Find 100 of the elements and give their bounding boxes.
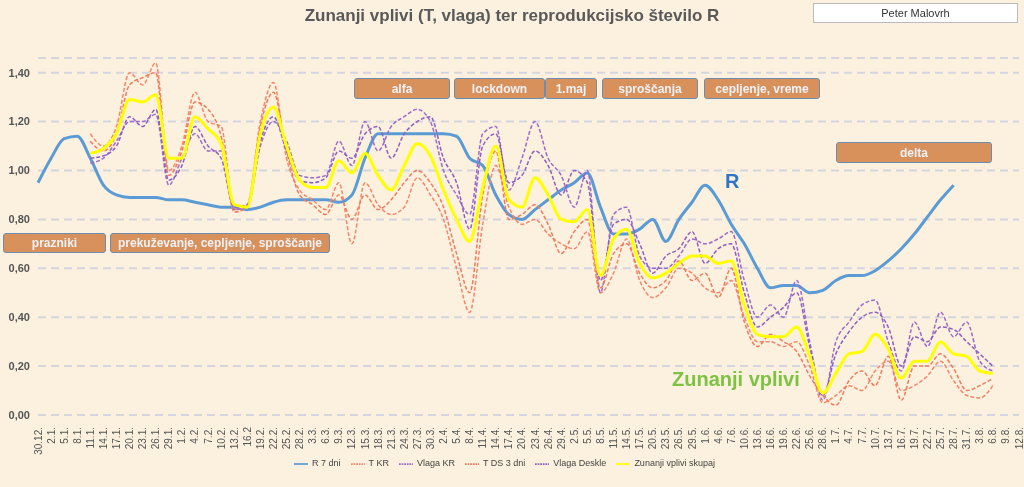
x-tick-label: 2.1. [45, 427, 57, 444]
x-tick-label: 30.12. [32, 427, 44, 455]
x-tick-label: 1.7. [830, 427, 842, 444]
legend-label: Vlaga KR [416, 458, 455, 469]
x-tick-label: 29.1. [163, 427, 175, 450]
y-tick-label: 1,00 [8, 164, 30, 177]
x-tick-label: 11.1. [84, 427, 96, 449]
x-tick-label: 17.5. [634, 427, 646, 450]
x-tick-label: 23.5. [660, 427, 672, 450]
x-tick-label: 8.5. [594, 427, 606, 444]
y-tick-label: 0,40 [8, 311, 30, 324]
x-tick-label: 19.2. [254, 427, 266, 450]
annotation: R [725, 170, 740, 192]
y-tick-label: 0,60 [8, 262, 30, 275]
x-tick-label: 19.7. [908, 427, 920, 450]
y-tick-label: 0,20 [8, 360, 30, 372]
x-tick-label: 8.4. [464, 427, 476, 444]
x-tick-label: 27.3. [411, 427, 423, 450]
label-box: prekuževanje, cepljenje, sproščanje [110, 233, 330, 253]
x-tick-label: 11.5. [608, 427, 620, 449]
x-tick-label: 20.5. [647, 427, 659, 450]
x-tick-label: 14.5. [621, 427, 633, 450]
x-tick-label: 26.1. [150, 427, 162, 450]
x-tick-label: 23.1. [137, 427, 149, 450]
x-tick-label: 10.2. [215, 427, 227, 450]
x-tick-label: 2.4. [437, 427, 449, 444]
x-tick-label: 16.7. [895, 427, 907, 450]
x-tick-label: 28.2. [294, 427, 306, 450]
chart-title: Zunanji vplivi (T, vlaga) ter reprodukcijsko število R [304, 6, 720, 25]
label-box: prazniki [3, 233, 106, 253]
x-tick-label: 11.4. [477, 427, 489, 449]
legend-label: T DS 3 dni [482, 458, 526, 469]
x-tick-label: 14.1. [97, 427, 109, 450]
legend-label: Vlaga Deskle [553, 458, 607, 469]
x-tick-label: 13.2. [228, 427, 240, 450]
x-tick-label: 26.5. [673, 427, 685, 450]
y-tick-label: 1,40 [8, 66, 30, 79]
x-tick-label: 7.7. [856, 427, 868, 444]
x-tick-label: 6.8. [987, 427, 999, 444]
x-tick-label: 16.6. [764, 427, 776, 450]
x-tick-label: 24.3. [398, 427, 410, 450]
x-tick-label: 25.7. [935, 427, 947, 450]
x-tick-label: 7.2. [202, 427, 214, 444]
x-tick-label: 25.2. [281, 427, 293, 450]
x-tick-label: 17.4. [503, 427, 515, 450]
x-tick-label: 6.3. [320, 427, 332, 444]
x-tick-label: 30.3. [424, 427, 436, 450]
x-tick-label: 12.3. [346, 427, 358, 450]
x-tick-label: 12.8. [1013, 427, 1024, 450]
x-tick-label: 29.5. [686, 427, 698, 450]
annotation: Zunanji vplivi [672, 368, 800, 392]
x-tick-label: 19.6. [778, 427, 790, 450]
label-box: lockdown [454, 78, 545, 99]
y-tick-label: 1,20 [8, 115, 30, 128]
x-tick-label: 22.2. [267, 427, 279, 450]
x-tick-label: 8.1. [71, 427, 83, 444]
x-tick-label: 29.4. [555, 427, 567, 450]
legend-label: R 7 dni [312, 458, 341, 469]
x-tick-label: 17.1. [110, 427, 122, 450]
x-tick-label: 4.7. [843, 427, 855, 444]
label-box: alfa [354, 78, 450, 99]
legend-label: Zunanji vplivi skupaj [634, 458, 715, 469]
x-tick-label: 15.3. [359, 427, 371, 450]
x-tick-label: 22.6. [791, 427, 803, 450]
x-tick-label: 4.2. [189, 427, 201, 444]
label-box: delta [836, 142, 992, 163]
x-tick-label: 4.6. [712, 427, 724, 444]
label-box: sproščanja [602, 78, 698, 99]
x-tick-label: 26.4. [542, 427, 554, 450]
x-tick-label: 3.3. [307, 427, 319, 444]
x-tick-label: 23.4. [529, 427, 541, 450]
x-tick-label: 7.6. [725, 427, 737, 444]
x-tick-label: 5.4. [451, 427, 463, 444]
x-tick-label: 13.6. [751, 427, 763, 450]
source-box: Peter Malovrh [813, 3, 1018, 23]
x-tick-label: 9.8. [1000, 427, 1012, 444]
x-tick-label: 31.7. [961, 427, 973, 450]
x-tick-label: 2.5. [568, 427, 580, 444]
x-tick-label: 28.6. [817, 427, 829, 450]
x-tick-label: 28.7. [948, 427, 960, 450]
x-tick-label: 13.7. [882, 427, 894, 450]
x-tick-label: 1.6. [699, 427, 711, 444]
label-box: cepljenje, vreme [704, 78, 820, 99]
x-tick-label: 1.2. [176, 427, 188, 444]
x-tick-label: 18.3. [372, 427, 384, 450]
x-tick-label: 10.7. [869, 427, 881, 450]
x-tick-label: 5.5. [581, 427, 593, 444]
label-box: 1.maj [545, 78, 597, 99]
x-tick-label: 10.6. [738, 427, 750, 450]
x-tick-label: 3.8. [974, 427, 986, 444]
x-tick-label: 9.3. [333, 427, 345, 444]
x-tick-label: 25.6. [804, 427, 816, 450]
x-tick-label: 20.4. [516, 427, 528, 450]
x-tick-label: 14.4. [490, 427, 502, 450]
y-tick-label: 0,00 [8, 408, 30, 421]
x-tick-label: 22.7. [921, 427, 933, 450]
x-tick-label: 21.3. [385, 427, 397, 450]
x-tick-label: 5.1. [58, 427, 70, 444]
x-tick-label: 16.2 [241, 426, 253, 447]
legend-label: T KR [368, 458, 389, 469]
